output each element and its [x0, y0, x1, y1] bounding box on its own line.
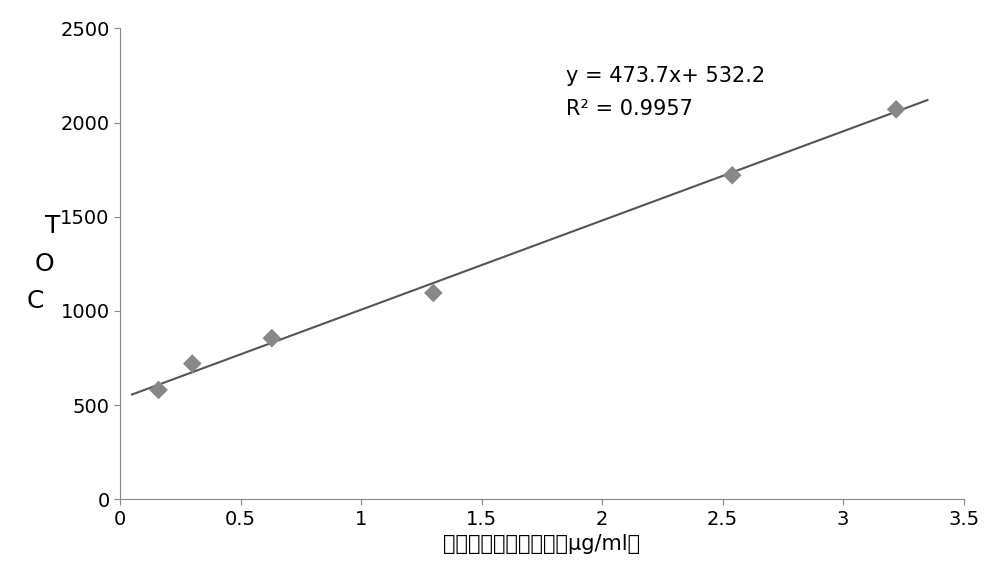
Point: [425, 288, 441, 297]
Point: [184, 359, 200, 368]
X-axis label: 十四烷基硫酸钓浓度（μg/ml）: 十四烷基硫酸钓浓度（μg/ml）: [443, 534, 640, 554]
Point: [724, 171, 740, 180]
Text: O: O: [34, 252, 54, 276]
Point: [888, 105, 904, 114]
Text: C: C: [27, 289, 44, 313]
Point: [151, 385, 167, 394]
Text: T: T: [45, 214, 60, 238]
Point: [264, 334, 280, 343]
Text: y = 473.7x+ 532.2
R² = 0.9957: y = 473.7x+ 532.2 R² = 0.9957: [566, 66, 765, 119]
